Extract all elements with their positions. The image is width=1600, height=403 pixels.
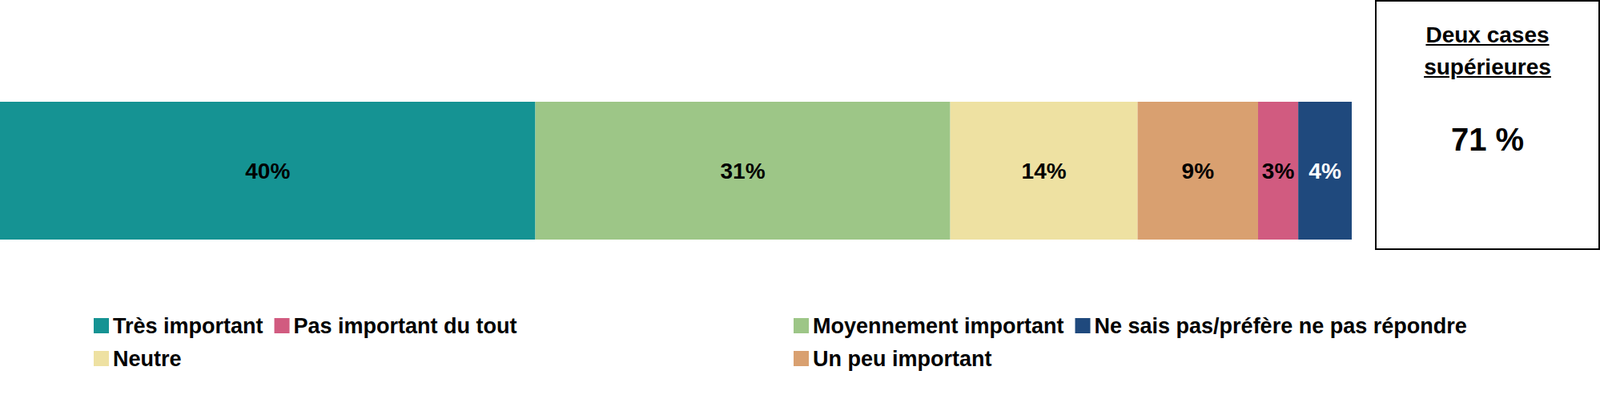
svg-text:Très important: Très important — [112, 313, 264, 338]
svg-text:14%: 14% — [1021, 158, 1067, 184]
svg-text:Pas important du tout: Pas important du tout — [293, 313, 518, 338]
svg-text:Neutre: Neutre — [112, 346, 182, 371]
svg-text:Ne sais pas/préfère ne pas rép: Ne sais pas/préfère ne pas répondre — [1094, 313, 1468, 338]
svg-text:Moyennement important: Moyennement important — [812, 313, 1065, 338]
svg-text:9%: 9% — [1181, 158, 1215, 184]
svg-text:31%: 31% — [720, 158, 766, 184]
html-text:Deux cases supérieures: Deux cases supérieures — [1423, 22, 1552, 80]
svg-text:40%: 40% — [245, 158, 290, 184]
svg-text:4%: 4% — [1308, 158, 1342, 184]
svg-text:3%: 3% — [1262, 158, 1295, 184]
html-text:71 %: 71 % — [1450, 121, 1525, 157]
svg-text:Un peu important: Un peu important — [812, 346, 993, 371]
